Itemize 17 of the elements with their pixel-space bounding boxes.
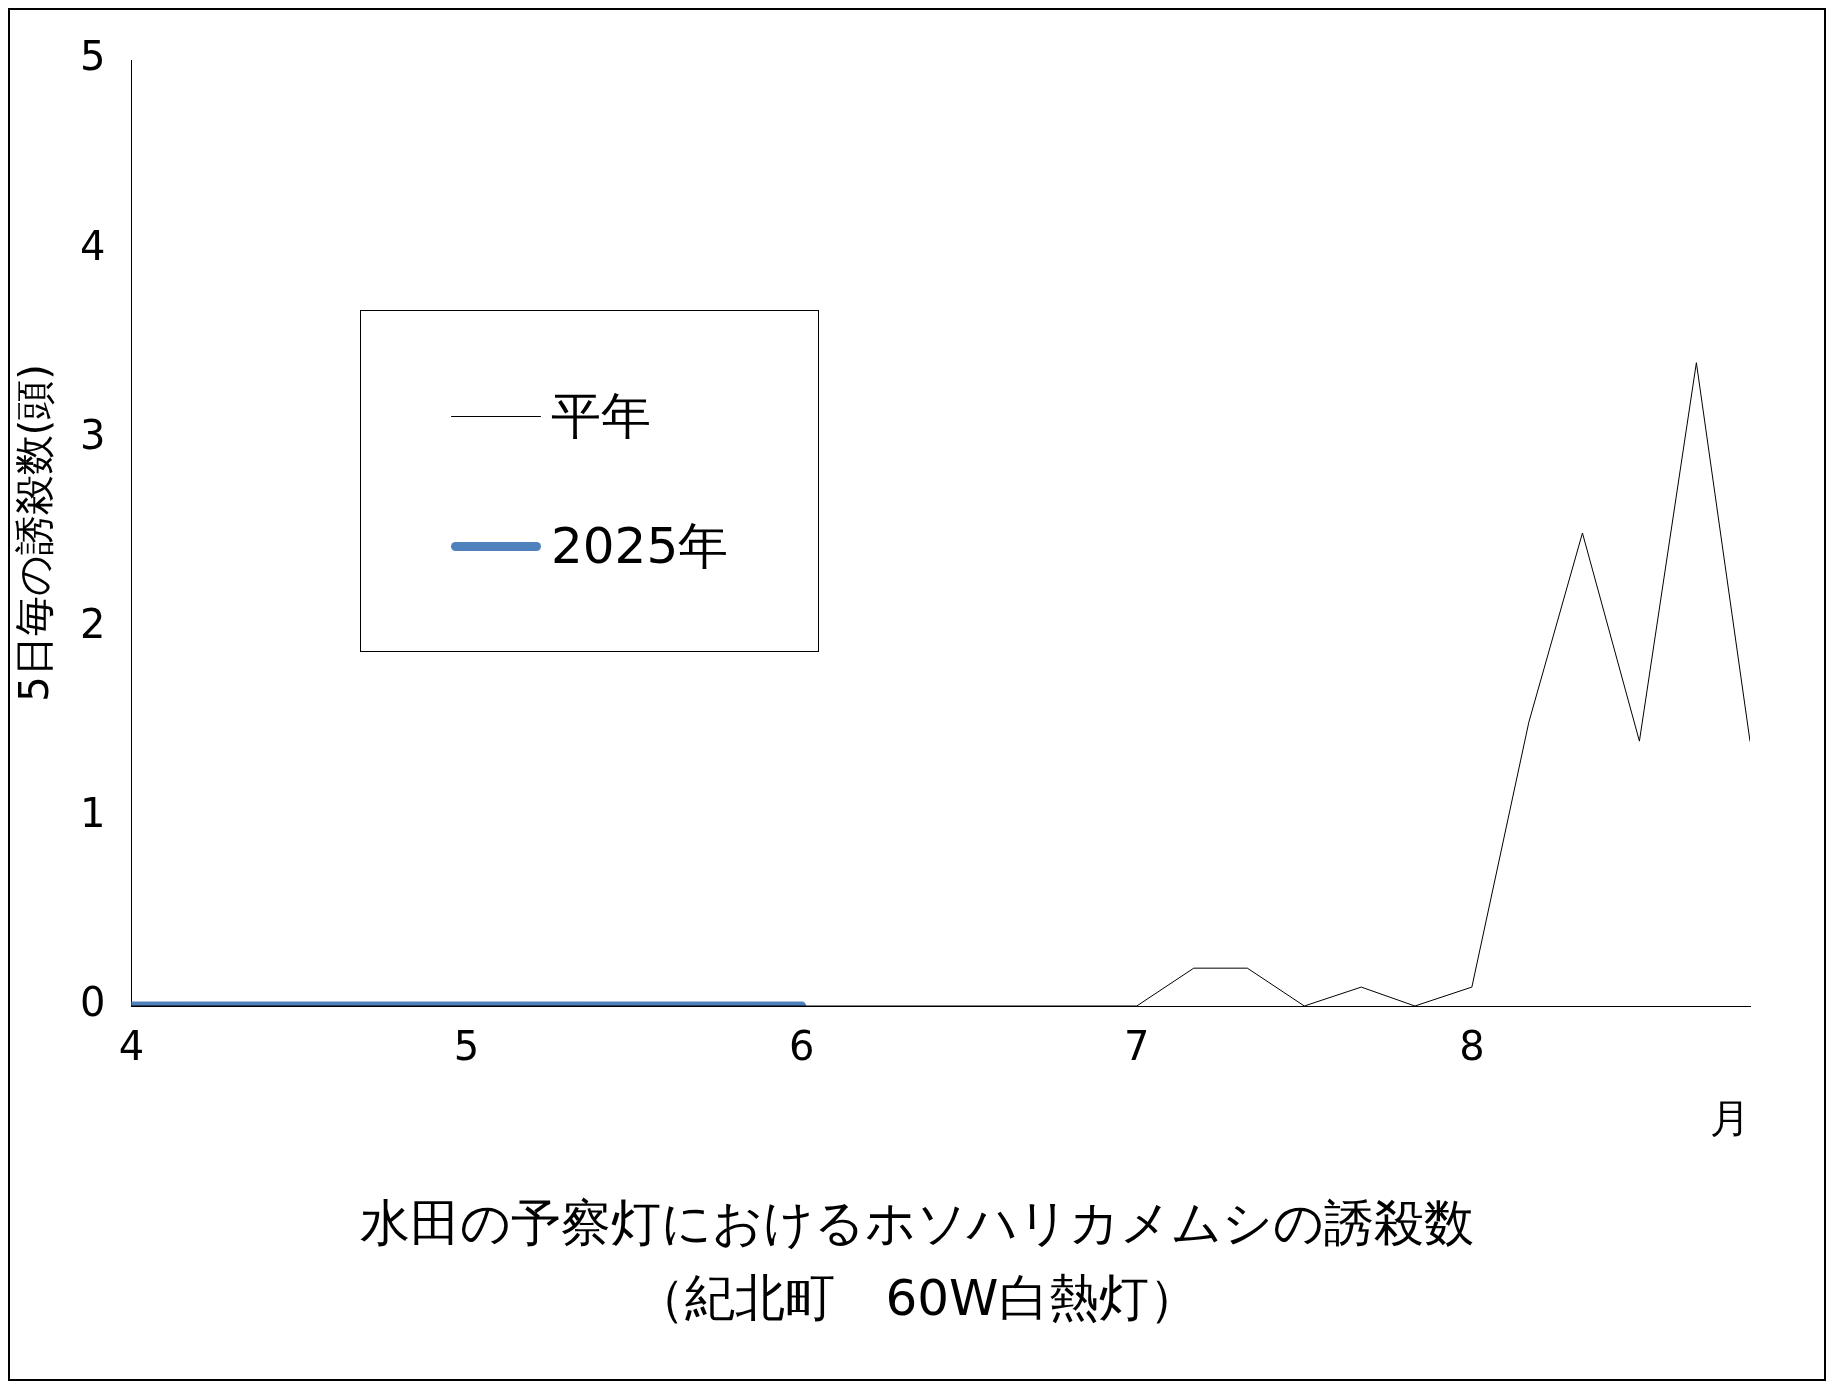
x-tick-label: 7 xyxy=(1124,1023,1150,1070)
legend-label: 平年 xyxy=(551,385,651,447)
x-tick-label: 5 xyxy=(453,1023,480,1070)
x-tick-label: 6 xyxy=(788,1023,815,1070)
x-tick-label: 8 xyxy=(1459,1023,1485,1070)
y-tick-label: 0 xyxy=(80,979,106,1026)
y-tick-label: 4 xyxy=(80,222,106,269)
y-tick-label: 5 xyxy=(80,33,106,80)
y-axis-title: 5日毎の誘殺数(頭) xyxy=(11,364,58,702)
legend-label: 2025年 xyxy=(551,515,729,577)
x-tick-label: 4 xyxy=(118,1023,145,1070)
text: 水田の予察灯におけるホソハリカメムシの誘殺数 xyxy=(359,1193,1475,1254)
text: （紀北町 60W白熱灯） xyxy=(634,1268,1200,1329)
x-axis-title: 月 xyxy=(1710,1095,1750,1142)
y-tick-label: 3 xyxy=(80,411,106,458)
y-tick-label: 1 xyxy=(80,790,106,837)
y-tick-label: 2 xyxy=(80,600,106,647)
